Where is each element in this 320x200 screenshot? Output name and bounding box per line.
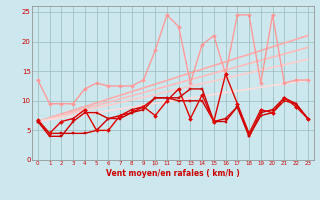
X-axis label: Vent moyen/en rafales ( km/h ): Vent moyen/en rafales ( km/h ): [106, 169, 240, 178]
